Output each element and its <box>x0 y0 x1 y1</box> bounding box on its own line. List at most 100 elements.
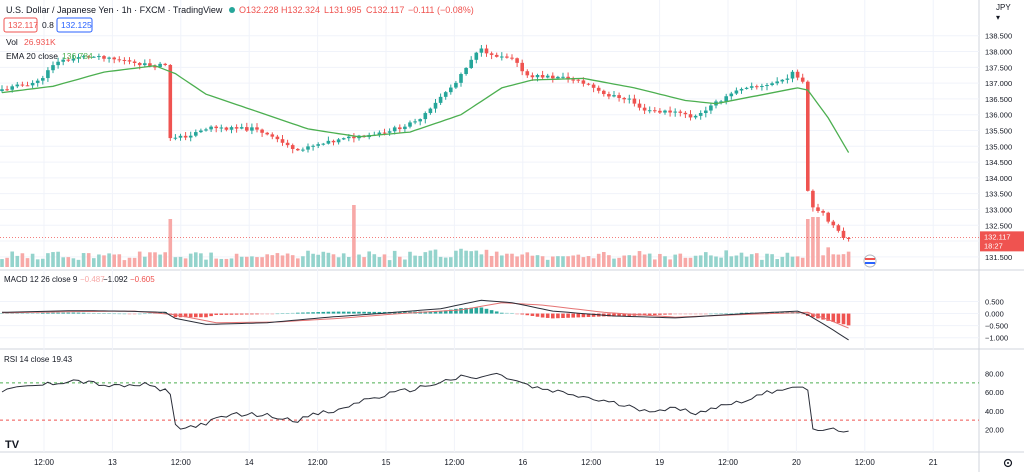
candle-body <box>10 86 14 90</box>
settings-gear-icon[interactable] <box>1003 458 1013 468</box>
macd-histogram-bar <box>341 311 346 314</box>
candle-body <box>194 132 198 136</box>
volume-label[interactable]: Vol <box>6 37 18 47</box>
macd-histogram-bar <box>102 313 106 314</box>
candle-body <box>474 52 479 60</box>
macd-histogram-bar <box>545 313 550 318</box>
candle-body <box>469 59 473 68</box>
volume-bar <box>668 259 672 267</box>
sell-button[interactable] <box>3 17 38 33</box>
buy-button[interactable] <box>56 17 93 33</box>
candle-body <box>535 74 540 78</box>
macd-histogram-bar <box>724 313 728 314</box>
macd-histogram-bar <box>301 312 305 314</box>
macd-histogram-bar <box>484 308 489 314</box>
macd-histogram-bar <box>443 310 448 314</box>
macd-histogram-bar <box>520 313 524 315</box>
candle-body <box>479 48 484 53</box>
volume-bar <box>326 252 331 267</box>
last-price-tag[interactable] <box>980 231 1024 252</box>
us-flag-stripe <box>865 258 875 260</box>
candle-body <box>20 84 25 86</box>
currency-dropdown-icon[interactable]: ▾ <box>996 13 1000 22</box>
macd-histogram-bar <box>296 312 300 314</box>
candle-body <box>806 81 810 191</box>
volume-bar <box>658 253 662 267</box>
rsi-tick-label: 20.00 <box>985 425 1004 434</box>
macd-histogram-bar <box>459 308 463 314</box>
volume-bar <box>688 257 693 267</box>
candle-body <box>183 135 188 138</box>
macd-histogram-bar <box>199 313 203 318</box>
volume-bar <box>561 256 565 267</box>
candle-body <box>285 142 290 146</box>
candle-body <box>158 63 162 68</box>
candle-body <box>112 57 116 60</box>
volume-bar <box>647 253 652 267</box>
time-tick-label: 19 <box>655 458 664 467</box>
rsi-label[interactable]: RSI 14 close <box>4 355 50 364</box>
price-tick-label: 134.000 <box>985 174 1012 183</box>
volume-bar <box>556 256 560 267</box>
volume-bar <box>408 251 412 267</box>
macd-histogram-bar <box>729 313 734 314</box>
macd-histogram-bar <box>525 313 530 316</box>
ema-label[interactable]: EMA 20 close <box>6 51 58 61</box>
symbol-title[interactable]: U.S. Dollar / Japanese Yen · 1h · FXCM ·… <box>6 5 223 15</box>
macd-histogram-bar <box>245 313 249 315</box>
us-flag-icon[interactable] <box>863 254 877 268</box>
volume-bar <box>239 256 244 267</box>
volume-bar <box>816 217 820 267</box>
market-status-icon[interactable] <box>229 7 235 13</box>
macd-histogram-bar <box>454 308 458 314</box>
volume-bar <box>30 253 35 267</box>
volume-bar <box>714 256 718 267</box>
candle-body <box>331 140 336 143</box>
time-tick-label: 12:00 <box>444 458 465 467</box>
volume-bar <box>199 253 203 267</box>
rsi-tick-label: 80.00 <box>985 370 1004 379</box>
time-axis[interactable]: 12:00 13 12:00 14 12:00 15 12:00 16 12:00 19 12:00… <box>34 458 938 467</box>
candle-body <box>821 210 825 213</box>
candle-body <box>841 230 846 238</box>
volume-bar <box>607 255 611 267</box>
tradingview-logo[interactable]: TV <box>5 439 20 451</box>
volume-bar <box>112 254 116 267</box>
macd-tick-label: 0.000 <box>985 310 1004 319</box>
candle-body <box>398 127 402 130</box>
candle-body <box>800 77 805 82</box>
candle-body <box>576 79 581 81</box>
volume-bar <box>102 255 106 267</box>
macd-histogram-bar <box>770 312 774 314</box>
volume-bar <box>306 250 310 267</box>
macd-histogram-bar <box>714 313 718 315</box>
volume-bar <box>443 257 448 267</box>
rsi-pane <box>1 372 849 433</box>
candle-body <box>127 60 132 62</box>
volume-bar <box>86 253 91 267</box>
volume-bar <box>229 258 234 267</box>
volume-bar <box>591 258 596 267</box>
macd-histogram-bar <box>316 312 320 314</box>
macd-histogram-bar <box>617 313 621 317</box>
price-scale[interactable]: 138.500 138.000 137.500 137.000 136.500 136.0… <box>0 32 1024 435</box>
volume-bar <box>117 254 122 267</box>
candle-body <box>265 132 269 135</box>
macd-histogram-bar <box>556 313 560 319</box>
ema-line-group <box>1 65 850 153</box>
macd-histogram-bar <box>173 313 178 318</box>
macd-histogram-bar <box>97 313 101 314</box>
volume-bar <box>250 256 254 267</box>
macd-histogram-bar <box>535 313 540 317</box>
macd-label[interactable]: MACD 12 26 close 9 <box>4 275 78 284</box>
candle-body <box>46 70 50 79</box>
volume-bar <box>341 253 346 267</box>
candle-body <box>51 65 55 71</box>
macd-histogram-bar <box>66 312 71 314</box>
volume-bar <box>454 250 458 267</box>
volume-bar <box>836 254 841 267</box>
macd-histogram-bar <box>678 313 683 315</box>
currency-label[interactable]: JPY <box>996 3 1011 12</box>
candle-body <box>688 114 693 118</box>
